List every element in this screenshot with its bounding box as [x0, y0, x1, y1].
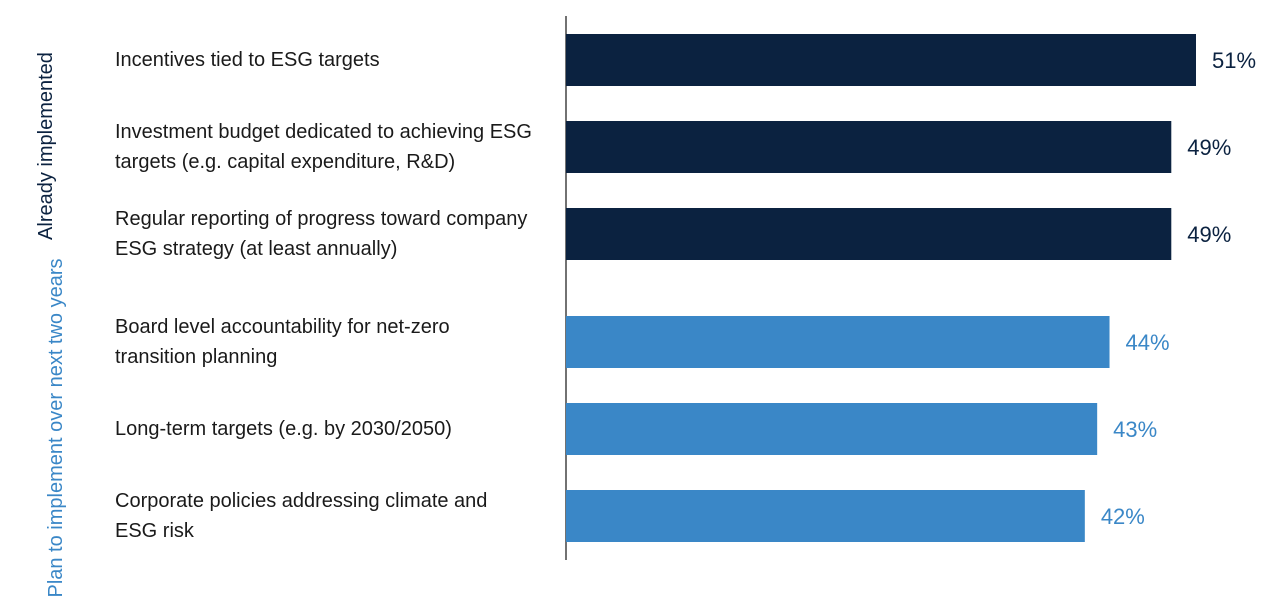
category-label-5: Corporate policies addressing climate an… — [115, 490, 488, 542]
value-label-1: 49% — [1187, 135, 1231, 160]
bar-5 — [566, 490, 1085, 542]
category-label-3: Board level accountability for net-zero … — [115, 316, 450, 368]
bar-chart: 51% 49% 49% 44% 43% 42% — [565, 16, 1256, 560]
value-label-0: 51% — [1212, 48, 1256, 73]
category-label-2: Regular reporting of progress toward com… — [115, 208, 528, 260]
bar-1 — [566, 121, 1172, 173]
bar-4 — [566, 403, 1098, 455]
value-label-4: 43% — [1113, 417, 1157, 442]
value-label-2: 49% — [1187, 222, 1231, 247]
category-label-0: Incentives tied to ESG targets — [115, 49, 380, 71]
value-label-3: 44% — [1126, 330, 1170, 355]
value-label-5: 42% — [1101, 504, 1145, 529]
category-label-4: Long-term targets (e.g. by 2030/2050) — [115, 418, 452, 440]
category-label-1: Investment budget dedicated to achieving… — [115, 121, 532, 173]
bar-0 — [566, 34, 1196, 86]
bar-3 — [566, 316, 1110, 368]
bar-2 — [566, 208, 1172, 260]
